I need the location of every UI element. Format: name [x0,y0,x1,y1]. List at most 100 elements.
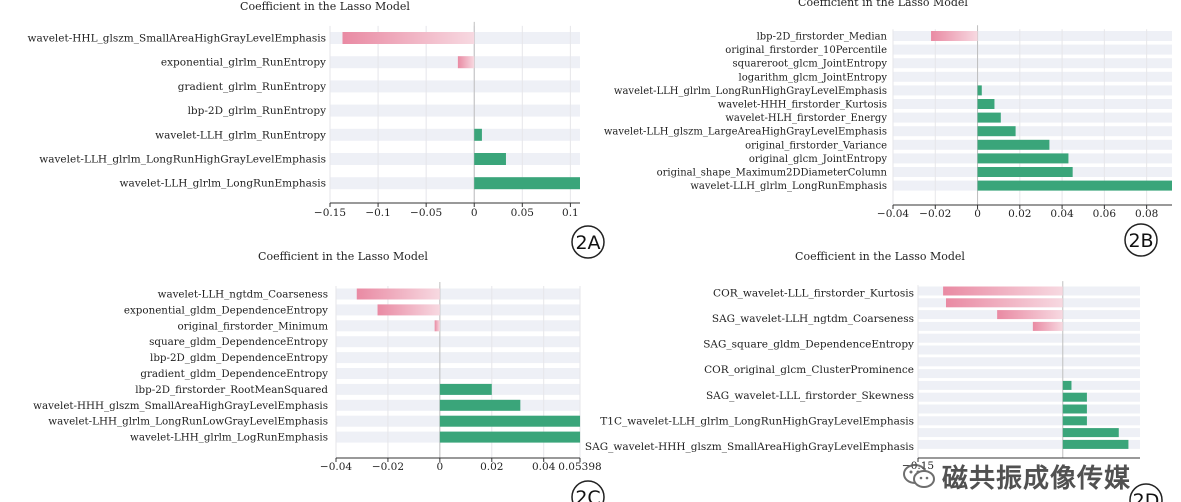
category-label: wavelet-LLH_glszm_LargeAreaHighGrayLevel… [604,127,887,138]
category-label: wavelet-HHH_firstorder_Kurtosis [718,100,887,111]
bar-negative [457,56,475,69]
bar-positive [1062,416,1087,426]
x-tick-label: −0.1 [365,207,391,219]
bar-positive [1062,439,1129,449]
row-band [918,392,1140,402]
category-label: original_firstorder_Minimum [177,320,328,332]
chart-title: Coefficient in the Lasso Model [795,250,965,263]
row-band [336,352,580,364]
category-label: wavelet-LLH_ngtdm_Coarseness [158,289,328,301]
panel-badge [1124,223,1158,257]
category-label: COR_original_glcm_ClusterProminence [704,364,914,376]
category-label: wavelet-LHH_glrlm_LongRunLowGrayLevelEmp… [48,416,328,428]
category-label: wavelet-HLH_firstorder_Energy [725,113,887,124]
category-label: original_glcm_JointEntropy [749,154,888,165]
x-tick-label: 0.06 [1093,208,1117,220]
category-label: lbp-2D_gldm_DependenceEntropy [150,352,328,364]
row-band [330,80,580,93]
x-tick-label: 0 [437,461,444,473]
bar-positive [977,126,1016,137]
bar-positive [977,180,1172,191]
bar-negative [945,298,1063,308]
chart-panel-2d: COR_wavelet-LLL_firstorder_Kurtosis SAG_w… [585,250,1163,502]
bar-positive [474,128,482,141]
row-band [330,153,580,165]
x-tick-label: 0.08 [1135,208,1158,220]
row-band [336,336,580,348]
row-band [336,368,580,379]
category-label: COR_wavelet-LLL_firstorder_Kurtosis [713,288,914,300]
row-band [918,428,1140,438]
category-label: gradient_glrlm_RunEntropy [178,81,326,93]
category-label: wavelet-LLH_glrlm_RunEntropy [155,129,326,141]
bar-positive [474,177,580,190]
bar-negative [377,304,440,316]
row-band [918,439,1140,449]
chart-title: Coefficient in the Lasso Model [798,0,968,9]
row-band [918,321,1140,331]
bar-positive [439,431,581,443]
panel-label: 2D [1133,490,1160,502]
chart-panel-2c: wavelet-LLH_ngtdm_Coarseness exponential_… [33,250,605,502]
bar-negative [997,310,1063,320]
x-tick-label: −0.02 [919,208,951,220]
row-band [893,85,1172,96]
row-band [918,416,1140,426]
bar-positive [474,153,506,165]
bar-positive [977,139,1050,150]
category-label: logarithm_glcm_JointEntropy [739,72,888,83]
x-tick-label: −0.04 [877,208,909,220]
category-label: gradient_gldm_DependenceEntropy [140,368,328,380]
x-tick-label: 0.02 [480,461,503,473]
bar-positive [1062,380,1072,390]
row-band [336,288,580,300]
category-label: SAG_wavelet-LLL_firstorder_Skewness [706,390,914,402]
category-label: wavelet-LLH_glrlm_LongRunEmphasis [690,181,887,192]
x-tick-label: 0 [974,208,981,220]
panel-badge [1129,483,1163,502]
category-label: square_gldm_DependenceEntropy [149,336,328,348]
x-tick-label: 0.05 [511,207,534,219]
x-tick-label: −0.15 [314,207,346,219]
category-label: original_firstorder_Variance [745,140,887,151]
category-label: wavelet-HHL_glszm_SmallAreaHighGrayLevel… [28,33,326,45]
row-band [918,404,1140,414]
row-band [893,112,1172,123]
bar-negative [356,288,440,300]
row-band [330,128,580,141]
row-band [893,58,1172,69]
chart-title: Coefficient in the Lasso Model [240,0,410,13]
row-band [893,44,1172,55]
row-band [893,126,1172,137]
row-band [918,333,1140,343]
bar-positive [1062,404,1087,414]
category-label: exponential_glrlm_RunEntropy [161,57,326,69]
bar-positive [977,112,1001,123]
bar-positive [439,383,492,395]
bar-positive [439,415,581,427]
row-band [893,99,1172,109]
row-band [918,357,1140,367]
row-band [336,304,580,316]
x-tick-label: 0.02 [1008,208,1031,220]
x-tick-label: −0.04 [320,461,352,473]
x-tick-label: 0.04 [1050,208,1074,220]
x-tick-label: 0.1 [562,207,579,219]
category-label: T1C_wavelet-LLH_glrlm_LongRunHighGrayLev… [600,415,914,427]
category-label: exponential_gldm_DependenceEntropy [124,304,328,316]
x-tick-label: −0.05 [410,207,442,219]
bar-negative [434,320,440,332]
bar-positive [977,99,995,109]
wechat-icon [903,464,935,488]
bar-positive [977,153,1069,164]
panel-badge [571,225,605,259]
bar-positive [1062,428,1119,438]
row-band [330,104,580,117]
category-label: lbp-2D_firstorder_Median [757,32,888,43]
panel-label: 2C [575,487,600,502]
category-label: SAG_wavelet-LLH_ngtdm_Coarseness [712,313,914,325]
panel-label: 2A [575,232,600,254]
row-band [918,345,1140,355]
category-label: original_shape_Maximum2DDiameterColumn [657,168,888,179]
